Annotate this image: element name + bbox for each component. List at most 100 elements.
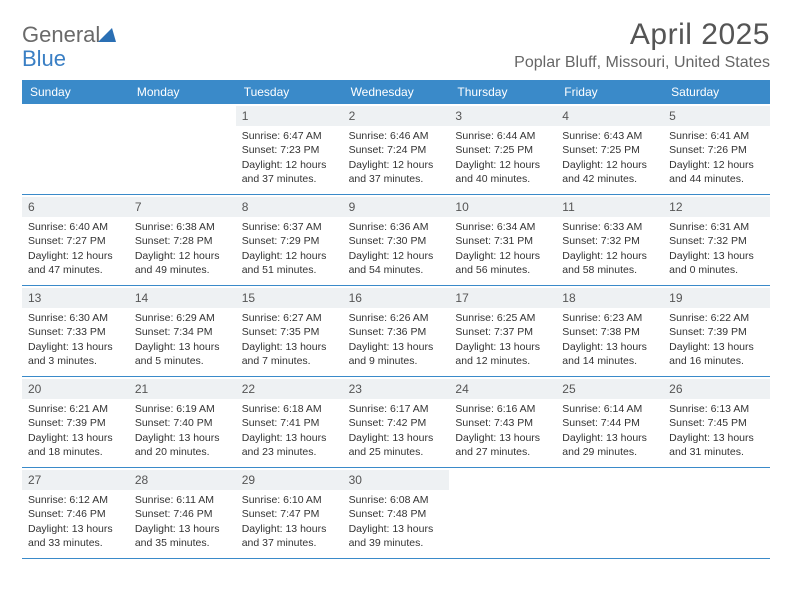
day-sunset: Sunset: 7:25 PM bbox=[562, 143, 657, 157]
day-number: 26 bbox=[669, 382, 682, 396]
day-number-row: 23 bbox=[343, 379, 450, 399]
weekday-header: Tuesday bbox=[236, 80, 343, 104]
day-daylight1: Daylight: 13 hours bbox=[135, 522, 230, 536]
calendar-week: 13Sunrise: 6:30 AMSunset: 7:33 PMDayligh… bbox=[22, 286, 770, 377]
day-daylight1: Daylight: 13 hours bbox=[349, 431, 444, 445]
day-daylight1: Daylight: 13 hours bbox=[349, 522, 444, 536]
weekday-header: Thursday bbox=[449, 80, 556, 104]
day-sunset: Sunset: 7:30 PM bbox=[349, 234, 444, 248]
day-daylight2: and 7 minutes. bbox=[242, 354, 337, 368]
day-daylight2: and 44 minutes. bbox=[669, 172, 764, 186]
calendar-day: 19Sunrise: 6:22 AMSunset: 7:39 PMDayligh… bbox=[663, 286, 770, 376]
day-daylight2: and 40 minutes. bbox=[455, 172, 550, 186]
day-daylight1: Daylight: 13 hours bbox=[349, 340, 444, 354]
day-daylight2: and 39 minutes. bbox=[349, 536, 444, 550]
day-daylight2: and 35 minutes. bbox=[135, 536, 230, 550]
day-sunrise: Sunrise: 6:44 AM bbox=[455, 129, 550, 143]
day-daylight1: Daylight: 13 hours bbox=[242, 522, 337, 536]
day-number: 8 bbox=[242, 200, 249, 214]
day-number-row: 13 bbox=[22, 288, 129, 308]
day-sunset: Sunset: 7:39 PM bbox=[28, 416, 123, 430]
day-daylight1: Daylight: 12 hours bbox=[455, 249, 550, 263]
day-sunrise: Sunrise: 6:10 AM bbox=[242, 493, 337, 507]
day-number: 15 bbox=[242, 291, 255, 305]
weekday-header: Saturday bbox=[663, 80, 770, 104]
day-number: 24 bbox=[455, 382, 468, 396]
day-number: 6 bbox=[28, 200, 35, 214]
day-number-row: 15 bbox=[236, 288, 343, 308]
calendar-day: 24Sunrise: 6:16 AMSunset: 7:43 PMDayligh… bbox=[449, 377, 556, 467]
day-sunrise: Sunrise: 6:25 AM bbox=[455, 311, 550, 325]
day-number: 3 bbox=[455, 109, 462, 123]
logo: General Blue bbox=[22, 24, 116, 70]
day-number-row: 28 bbox=[129, 470, 236, 490]
day-number: 27 bbox=[28, 473, 41, 487]
day-daylight2: and 12 minutes. bbox=[455, 354, 550, 368]
day-daylight1: Daylight: 13 hours bbox=[669, 340, 764, 354]
day-daylight1: Daylight: 12 hours bbox=[455, 158, 550, 172]
location-subtitle: Poplar Bluff, Missouri, United States bbox=[514, 54, 770, 72]
weekday-header-row: SundayMondayTuesdayWednesdayThursdayFrid… bbox=[22, 80, 770, 104]
day-sunset: Sunset: 7:36 PM bbox=[349, 325, 444, 339]
day-sunset: Sunset: 7:23 PM bbox=[242, 143, 337, 157]
day-sunset: Sunset: 7:41 PM bbox=[242, 416, 337, 430]
day-sunset: Sunset: 7:46 PM bbox=[135, 507, 230, 521]
day-daylight2: and 58 minutes. bbox=[562, 263, 657, 277]
day-sunrise: Sunrise: 6:41 AM bbox=[669, 129, 764, 143]
calendar-day: 9Sunrise: 6:36 AMSunset: 7:30 PMDaylight… bbox=[343, 195, 450, 285]
day-daylight1: Daylight: 12 hours bbox=[349, 158, 444, 172]
calendar-day: 13Sunrise: 6:30 AMSunset: 7:33 PMDayligh… bbox=[22, 286, 129, 376]
day-sunset: Sunset: 7:48 PM bbox=[349, 507, 444, 521]
day-sunset: Sunset: 7:32 PM bbox=[562, 234, 657, 248]
day-sunset: Sunset: 7:25 PM bbox=[455, 143, 550, 157]
day-sunrise: Sunrise: 6:26 AM bbox=[349, 311, 444, 325]
day-number-row: 4 bbox=[556, 106, 663, 126]
day-sunset: Sunset: 7:40 PM bbox=[135, 416, 230, 430]
day-daylight1: Daylight: 13 hours bbox=[28, 340, 123, 354]
day-daylight1: Daylight: 12 hours bbox=[349, 249, 444, 263]
day-number-row: 8 bbox=[236, 197, 343, 217]
day-daylight2: and 9 minutes. bbox=[349, 354, 444, 368]
day-sunrise: Sunrise: 6:18 AM bbox=[242, 402, 337, 416]
day-sunrise: Sunrise: 6:47 AM bbox=[242, 129, 337, 143]
day-sunrise: Sunrise: 6:31 AM bbox=[669, 220, 764, 234]
day-number-row: 12 bbox=[663, 197, 770, 217]
day-number-row: 30 bbox=[343, 470, 450, 490]
day-number-row: 14 bbox=[129, 288, 236, 308]
day-number: 1 bbox=[242, 109, 249, 123]
page-title: April 2025 bbox=[514, 18, 770, 52]
calendar-day: 26Sunrise: 6:13 AMSunset: 7:45 PMDayligh… bbox=[663, 377, 770, 467]
calendar-day: 12Sunrise: 6:31 AMSunset: 7:32 PMDayligh… bbox=[663, 195, 770, 285]
day-sunset: Sunset: 7:31 PM bbox=[455, 234, 550, 248]
day-number-row: 10 bbox=[449, 197, 556, 217]
calendar-day: 10Sunrise: 6:34 AMSunset: 7:31 PMDayligh… bbox=[449, 195, 556, 285]
day-daylight2: and 51 minutes. bbox=[242, 263, 337, 277]
day-daylight2: and 54 minutes. bbox=[349, 263, 444, 277]
day-number: 16 bbox=[349, 291, 362, 305]
day-sunrise: Sunrise: 6:29 AM bbox=[135, 311, 230, 325]
day-number: 14 bbox=[135, 291, 148, 305]
day-sunset: Sunset: 7:35 PM bbox=[242, 325, 337, 339]
calendar-day: 25Sunrise: 6:14 AMSunset: 7:44 PMDayligh… bbox=[556, 377, 663, 467]
day-sunset: Sunset: 7:27 PM bbox=[28, 234, 123, 248]
calendar-day: 5Sunrise: 6:41 AMSunset: 7:26 PMDaylight… bbox=[663, 104, 770, 194]
header: General Blue April 2025 Poplar Bluff, Mi… bbox=[22, 18, 770, 72]
day-sunset: Sunset: 7:33 PM bbox=[28, 325, 123, 339]
day-number-row: 27 bbox=[22, 470, 129, 490]
day-sunrise: Sunrise: 6:22 AM bbox=[669, 311, 764, 325]
day-number-row: 7 bbox=[129, 197, 236, 217]
day-sunrise: Sunrise: 6:14 AM bbox=[562, 402, 657, 416]
day-sunset: Sunset: 7:47 PM bbox=[242, 507, 337, 521]
day-number: 10 bbox=[455, 200, 468, 214]
calendar: SundayMondayTuesdayWednesdayThursdayFrid… bbox=[22, 80, 770, 559]
day-number: 20 bbox=[28, 382, 41, 396]
calendar-day: 2Sunrise: 6:46 AMSunset: 7:24 PMDaylight… bbox=[343, 104, 450, 194]
day-sunrise: Sunrise: 6:17 AM bbox=[349, 402, 444, 416]
day-sunrise: Sunrise: 6:43 AM bbox=[562, 129, 657, 143]
day-daylight2: and 5 minutes. bbox=[135, 354, 230, 368]
day-sunrise: Sunrise: 6:19 AM bbox=[135, 402, 230, 416]
day-number: 23 bbox=[349, 382, 362, 396]
day-sunrise: Sunrise: 6:37 AM bbox=[242, 220, 337, 234]
calendar-day: 29 Sunrise: 6:10 AMSunset: 7:47 PMDayligh… bbox=[236, 468, 343, 558]
day-number: 29 bbox=[242, 473, 255, 487]
